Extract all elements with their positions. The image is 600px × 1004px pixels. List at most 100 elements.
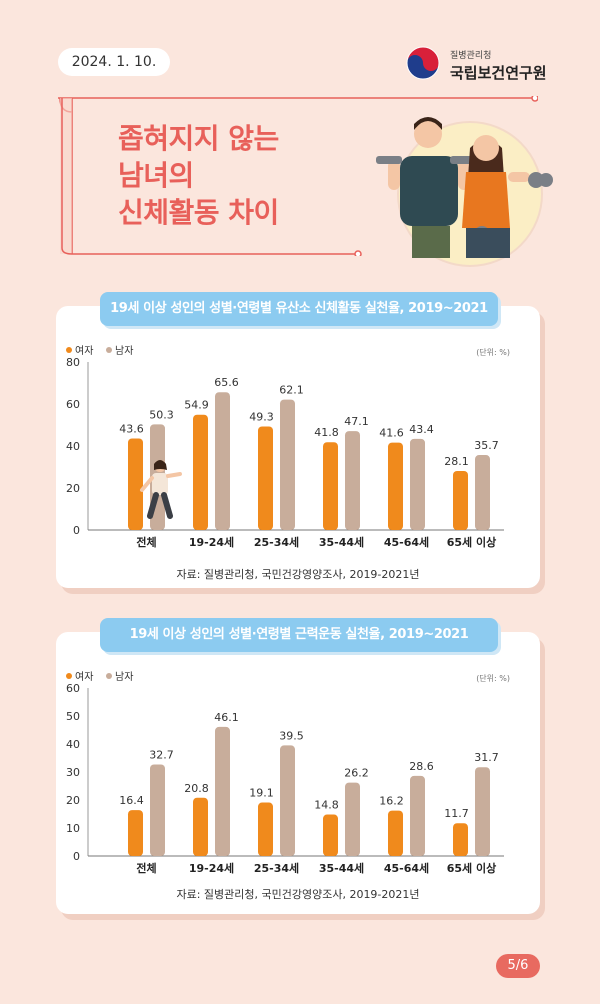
- aerobic-bar-chart: 여자 남자 (단위: %) 0 20 40 60 80 43.6 50.3 전체 54.9 65.6 19…: [66, 345, 510, 549]
- strength-bar-female: [323, 814, 338, 856]
- strength-bar-male: [215, 726, 230, 856]
- date-badge: 2024. 1. 10.: [58, 48, 170, 76]
- strength-ytick-label: 50: [66, 710, 80, 723]
- aerobic-bar-male: [345, 431, 360, 530]
- runner-illustration: [140, 460, 182, 519]
- aerobic-bar-female: [258, 426, 273, 530]
- runner-legs: [147, 492, 173, 519]
- aerobic-data-label: 41.8: [314, 426, 339, 439]
- aerobic-unit-label: (단위: %): [476, 347, 510, 357]
- aerobic-category-label: 25-34세: [254, 535, 299, 549]
- strength-data-label: 11.7: [444, 807, 469, 820]
- aerobic-category-label: 45-64세: [384, 535, 429, 549]
- strength-bar-chart: 여자 남자 (단위: %) 0 10 20 30 40 50 60 16.4 32.7 전체 20.8 46…: [66, 671, 510, 875]
- aerobic-bar-female: [453, 470, 468, 530]
- strength-legend-label-1: 남자: [115, 671, 133, 683]
- aerobic-bar-male: [410, 438, 425, 530]
- aerobic-data-label: 41.6: [379, 427, 404, 440]
- strength-bar-male: [410, 775, 425, 856]
- aerobic-data-label: 47.1: [344, 415, 369, 428]
- org-name: 국립보건연구원: [450, 64, 547, 82]
- strength-legend-swatch-1: [106, 673, 112, 679]
- strength-data-label: 39.5: [279, 729, 304, 742]
- strength-bar-male: [280, 745, 295, 856]
- aerobic-data-label: 43.6: [119, 422, 144, 435]
- strength-data-label: 46.1: [214, 711, 239, 724]
- aerobic-data-label: 28.1: [444, 455, 469, 468]
- strength-legend-swatch-0: [66, 673, 72, 679]
- strength-bar-female: [128, 810, 143, 856]
- aerobic-ytick-label: 20: [66, 482, 80, 495]
- aerobic-bar-female: [128, 438, 143, 530]
- aerobic-bar-male: [215, 392, 230, 530]
- strength-category-label: 19-24세: [189, 861, 234, 875]
- strength-ytick-label: 40: [66, 738, 80, 751]
- org-parent-name: 질병관리청: [450, 51, 492, 61]
- aerobic-bar-male: [475, 455, 490, 530]
- aerobic-ytick-label: 0: [73, 524, 80, 537]
- strength-data-label: 16.4: [119, 794, 144, 807]
- aerobic-chart-title: 19세 이상 성인의 성별·연령별 유산소 신체활동 실천율, 2019~202…: [100, 292, 498, 326]
- strength-bar-female: [453, 823, 468, 856]
- aerobic-data-label: 43.4: [409, 423, 434, 436]
- aerobic-legend-label-1: 남자: [115, 345, 133, 357]
- strength-chart-card: [56, 632, 540, 914]
- runner-shirt: [152, 473, 168, 495]
- strength-ytick-label: 0: [73, 850, 80, 863]
- page-number: 5/6: [496, 954, 540, 978]
- strength-data-label: 19.1: [249, 787, 274, 800]
- strength-bar-female: [193, 797, 208, 856]
- aerobic-bar-female: [323, 442, 338, 530]
- strength-ytick-label: 20: [66, 794, 80, 807]
- strength-category-label: 65세 이상: [447, 861, 497, 875]
- strength-category-label: 35-44세: [319, 861, 364, 875]
- strength-bar-male: [475, 767, 490, 856]
- aerobic-legend-label-0: 여자: [75, 345, 93, 357]
- strength-data-label: 26.2: [344, 767, 369, 780]
- org-header: 질병관리청 국립보건연구원: [406, 44, 556, 84]
- aerobic-bar-male: [280, 399, 295, 530]
- strength-unit-label: (단위: %): [476, 673, 510, 683]
- aerobic-ytick-label: 60: [66, 398, 80, 411]
- aerobic-category-label: 65세 이상: [447, 535, 497, 549]
- strength-chart-source: 자료: 질병관리청, 국민건강영양조사, 2019-2021년: [176, 888, 420, 901]
- strength-bar-female: [258, 802, 273, 856]
- runner-hair: [154, 460, 167, 470]
- strength-data-label: 20.8: [184, 782, 209, 795]
- korea-emblem-icon: [406, 46, 440, 80]
- aerobic-category-label: 19-24세: [189, 535, 234, 549]
- fitness-couple-illustration: [376, 117, 553, 267]
- strength-bar-female: [388, 810, 403, 856]
- aerobic-data-label: 54.9: [184, 399, 209, 412]
- aerobic-legend-swatch-0: [66, 347, 72, 353]
- aerobic-data-label: 50.3: [149, 408, 174, 421]
- strength-data-label: 16.2: [379, 795, 404, 808]
- aerobic-data-label: 35.7: [474, 439, 499, 452]
- strength-data-label: 31.7: [474, 751, 499, 764]
- strength-data-label: 32.7: [149, 748, 174, 761]
- aerobic-data-label: 65.6: [214, 376, 239, 389]
- strength-bar-male: [150, 764, 165, 856]
- runner-arms: [140, 472, 182, 492]
- strength-ytick-label: 10: [66, 822, 80, 835]
- title-frame: [58, 96, 538, 256]
- strength-category-label: 45-64세: [384, 861, 429, 875]
- strength-legend-label-0: 여자: [75, 671, 93, 683]
- strength-bar-male: [345, 782, 360, 856]
- aerobic-bar-female: [193, 414, 208, 530]
- aerobic-category-label: 35-44세: [319, 535, 364, 549]
- page-title: 좁혀지지 않는 남녀의 신체활동 차이: [118, 122, 279, 229]
- aerobic-category-label: 전체: [136, 535, 156, 549]
- aerobic-data-label: 49.3: [249, 410, 274, 423]
- aerobic-ytick-label: 40: [66, 440, 80, 453]
- strength-data-label: 14.8: [314, 799, 339, 812]
- strength-category-label: 25-34세: [254, 861, 299, 875]
- aerobic-legend-swatch-1: [106, 347, 112, 353]
- aerobic-data-label: 62.1: [279, 384, 304, 397]
- strength-chart-title: 19세 이상 성인의 성별·연령별 근력운동 실천율, 2019~2021: [100, 618, 498, 652]
- aerobic-bar-female: [388, 442, 403, 530]
- strength-ytick-label: 30: [66, 766, 80, 779]
- strength-category-label: 전체: [136, 861, 156, 875]
- strength-data-label: 28.6: [409, 760, 434, 773]
- strength-ytick-label: 60: [66, 682, 80, 695]
